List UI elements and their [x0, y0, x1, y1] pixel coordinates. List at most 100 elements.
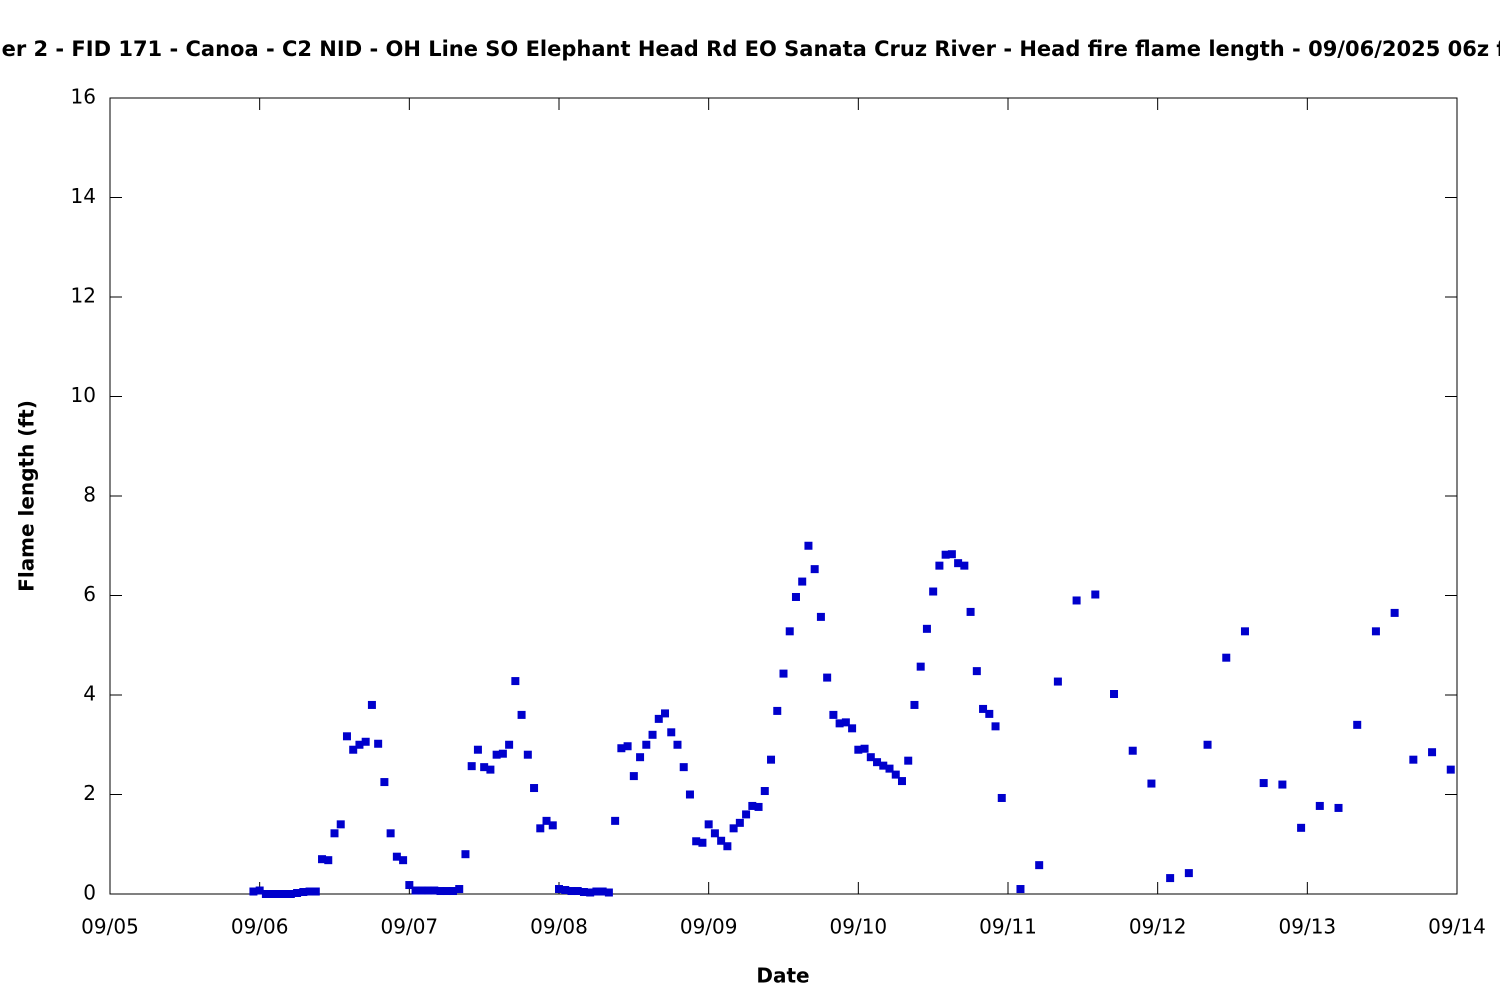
data-point: [692, 837, 701, 846]
data-point: [436, 887, 445, 896]
data-point: [448, 887, 457, 896]
data-point: [835, 719, 844, 728]
data-point: [866, 753, 875, 762]
data-point: [405, 881, 414, 890]
y-axis-label: Flame length (ft): [15, 400, 39, 592]
data-point: [1091, 590, 1100, 599]
x-tick-label: 09/05: [81, 915, 139, 939]
data-point: [685, 790, 694, 799]
data-point: [954, 559, 963, 568]
data-point: [1184, 869, 1193, 878]
data-point: [293, 889, 302, 898]
data-point: [548, 821, 557, 830]
y-tick-label: 14: [71, 184, 96, 208]
data-point: [1428, 748, 1437, 757]
y-tick-label: 0: [83, 881, 96, 905]
y-tick-label: 16: [71, 85, 96, 109]
data-point: [342, 732, 351, 741]
data-point: [785, 627, 794, 636]
data-point: [710, 829, 719, 838]
data-point: [1334, 803, 1343, 812]
data-point: [754, 802, 763, 811]
data-point: [611, 816, 620, 825]
data-point: [480, 763, 489, 772]
data-point: [442, 887, 451, 896]
data-point: [873, 758, 882, 767]
data-point: [642, 740, 651, 749]
data-point: [922, 624, 931, 633]
data-point: [511, 677, 520, 686]
data-point: [617, 744, 626, 753]
data-point: [636, 753, 645, 762]
data-point: [542, 816, 551, 825]
data-point: [767, 755, 776, 764]
data-point: [916, 662, 925, 671]
data-point: [661, 709, 670, 718]
data-point: [629, 772, 638, 781]
data-point: [935, 561, 944, 570]
y-tick-label: 2: [83, 781, 96, 805]
data-point: [467, 762, 476, 771]
data-point: [336, 820, 345, 829]
data-point: [679, 763, 688, 772]
data-point: [1128, 746, 1137, 755]
data-point: [505, 740, 514, 749]
data-point: [523, 750, 532, 759]
data-point: [941, 550, 950, 559]
data-point: [1315, 801, 1324, 810]
data-point: [735, 818, 744, 827]
data-point: [399, 856, 408, 865]
data-point: [798, 577, 807, 586]
x-tick-label: 09/13: [1279, 915, 1337, 939]
x-tick-label: 09/10: [830, 915, 888, 939]
data-point: [380, 778, 389, 787]
data-point: [1072, 596, 1081, 605]
data-point: [498, 749, 507, 758]
data-point: [742, 810, 751, 819]
x-tick-label: 09/08: [530, 915, 588, 939]
data-point: [1147, 779, 1156, 788]
data-point: [979, 704, 988, 713]
data-point: [816, 612, 825, 621]
data-point: [561, 886, 570, 895]
data-point: [1409, 755, 1418, 764]
data-point: [274, 890, 283, 898]
data-point: [910, 700, 919, 709]
x-tick-label: 09/11: [979, 915, 1037, 939]
data-point: [879, 761, 888, 770]
data-point: [455, 885, 464, 894]
data-point: [367, 700, 376, 709]
data-point: [985, 709, 994, 718]
y-tick-label: 12: [71, 284, 96, 308]
data-point: [841, 718, 850, 727]
data-point: [324, 856, 333, 865]
data-point: [1240, 627, 1249, 636]
data-point: [885, 764, 894, 773]
data-point: [268, 890, 277, 898]
data-point: [598, 887, 607, 896]
x-tick-label: 09/07: [381, 915, 439, 939]
data-point: [355, 740, 364, 749]
data-point: [1203, 740, 1212, 749]
data-point: [411, 886, 420, 895]
data-point: [1353, 720, 1362, 729]
data-point: [461, 850, 470, 859]
y-tick-label: 6: [83, 582, 96, 606]
data-point: [286, 890, 295, 898]
data-point: [249, 887, 258, 896]
data-point: [729, 824, 738, 833]
y-tick-label: 10: [71, 383, 96, 407]
data-point: [848, 724, 857, 733]
data-point: [318, 855, 327, 864]
data-point: [330, 829, 339, 838]
data-point: [517, 710, 526, 719]
data-point: [555, 885, 563, 894]
data-point: [417, 886, 426, 895]
data-point: [654, 714, 663, 723]
data-point: [698, 838, 707, 847]
data-point: [473, 745, 482, 754]
data-point: [997, 793, 1006, 802]
data-point: [966, 607, 975, 616]
data-point: [392, 852, 401, 861]
